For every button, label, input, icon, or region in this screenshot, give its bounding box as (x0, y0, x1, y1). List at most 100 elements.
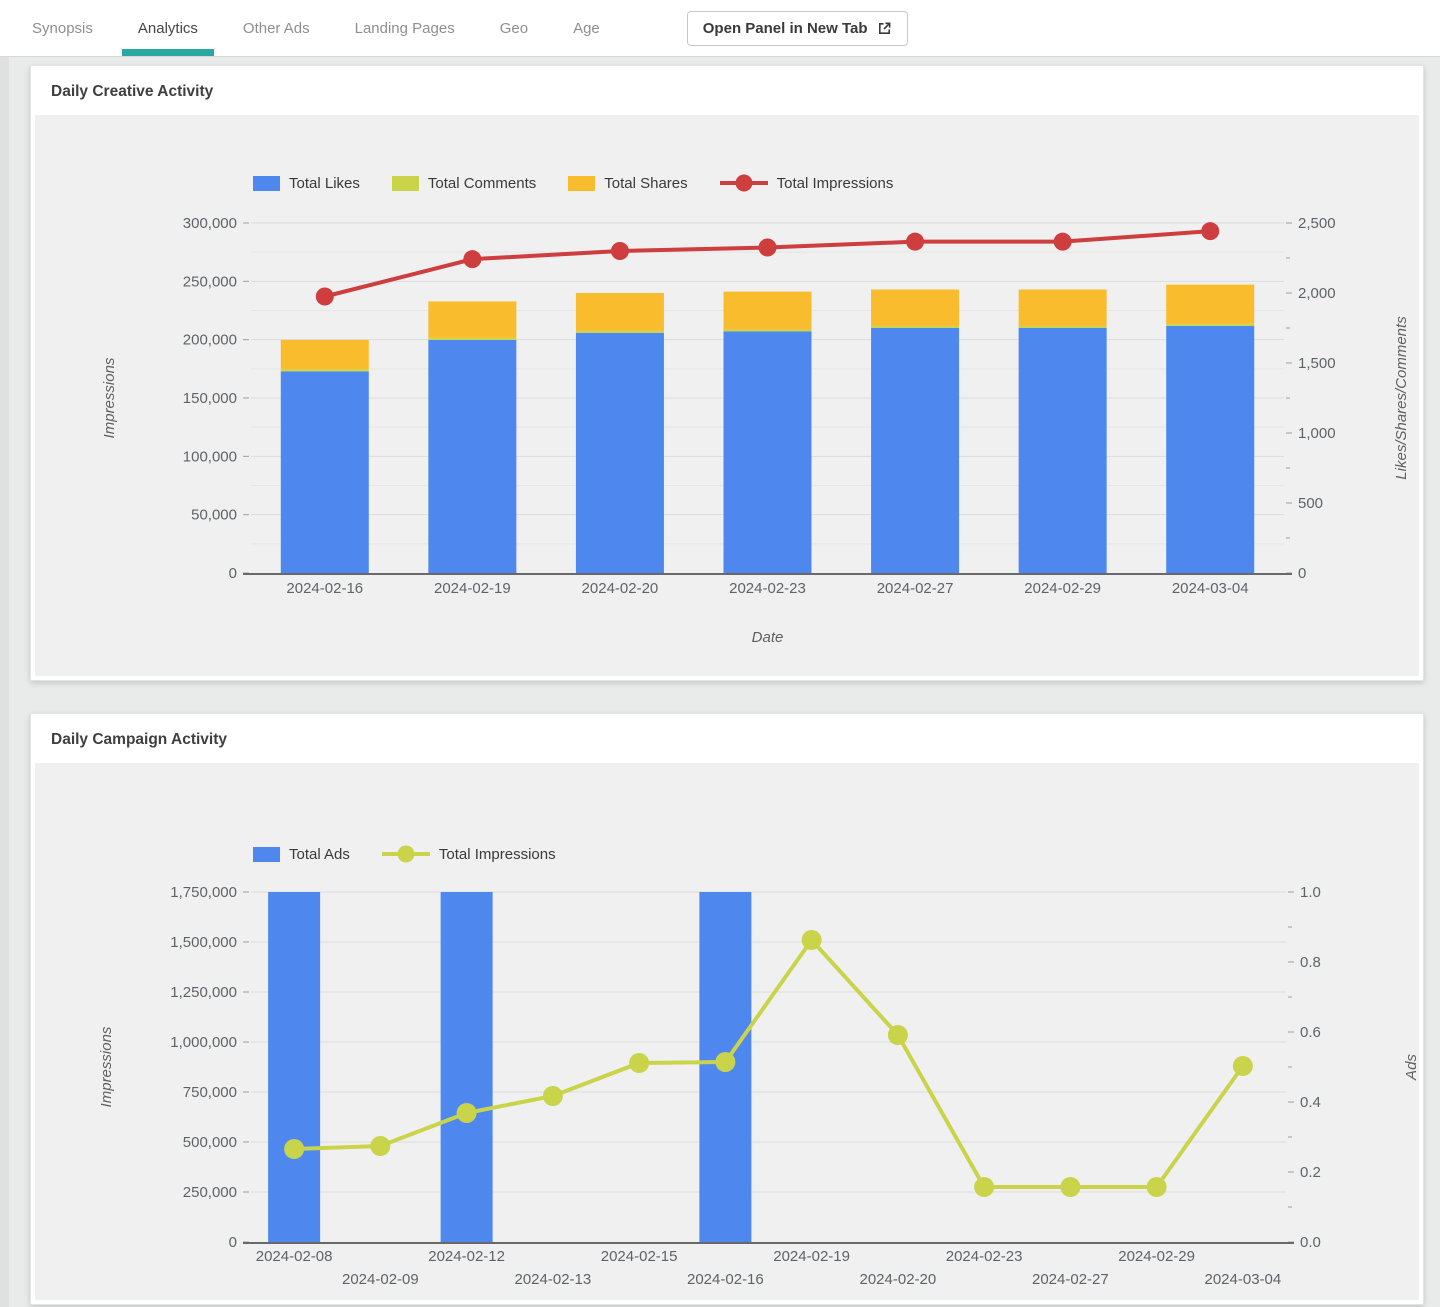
bar-segment-total-comments (723, 329, 812, 332)
page-left-gutter (0, 57, 9, 1307)
open-panel-button[interactable]: Open Panel in New Tab (686, 10, 908, 46)
y-tick-label-right: 2,000 (1298, 285, 1336, 302)
y-tick-label-left: 100,000 (183, 448, 237, 465)
y-tick-label-left: 0 (229, 1234, 237, 1251)
line-point (758, 238, 777, 257)
line-point (801, 930, 822, 950)
y-tick-label-right: 1,000 (1298, 425, 1336, 442)
tab-age[interactable]: Age (573, 19, 600, 37)
bar-segment-total-shares (723, 291, 812, 330)
line-point (1201, 222, 1220, 241)
y-tick-label-right: 0.8 (1300, 954, 1321, 971)
bar-segment-total-comments (428, 337, 517, 340)
y-tick-label-left: 1,250,000 (170, 984, 237, 1001)
x-tick-label: 2024-02-19 (773, 1248, 850, 1265)
daily-campaign-activity-card: Daily Campaign Activity Total Ads Total I… (30, 713, 1424, 1305)
legend-item-total-shares[interactable]: Total Shares (568, 175, 688, 192)
bar-segment-total-likes (1018, 328, 1107, 573)
chart-title-campaign: Daily Campaign Activity (51, 731, 228, 748)
y-tick-label-left: 0 (229, 565, 237, 582)
legend-swatch-icon (253, 175, 280, 191)
line-point (906, 232, 925, 251)
legend-item-total-comments[interactable]: Total Comments (391, 174, 537, 192)
y-tick-label-right: 0.0 (1300, 1234, 1321, 1251)
legend-swatch-icon (253, 846, 280, 862)
y-tick-label-left: 750,000 (183, 1084, 237, 1101)
bar-segment-total-likes (280, 371, 369, 573)
legend-label: Total Ads (289, 845, 350, 863)
line-point (629, 1053, 650, 1073)
legend-item-total-ads[interactable]: Total Ads (253, 846, 350, 863)
open-panel-button-label: Open Panel in New Tab (702, 19, 868, 37)
bar-segment-total-shares (575, 293, 664, 331)
legend-label: Total Comments (427, 174, 537, 192)
bar-segment-total-ads (440, 892, 493, 1242)
y-axis-title-right: Likes/Shares/Comments (1393, 316, 1410, 480)
y-tick-label-left: 50,000 (191, 507, 237, 524)
bar-segment-total-likes (575, 332, 664, 573)
y-tick-label-right: 0.4 (1300, 1094, 1321, 1111)
legend-label: Total Likes (289, 174, 360, 192)
tab-landing-pages[interactable]: Landing Pages (354, 19, 455, 37)
y-tick-label-right: 0.2 (1300, 1164, 1321, 1181)
tab-geo[interactable]: Geo (499, 19, 529, 37)
y-tick-label-left: 500,000 (183, 1134, 237, 1151)
creative-chart-legend: Total Likes Total Comments Total Shares Tot… (253, 174, 893, 192)
y-tick-label-right: 1,500 (1298, 355, 1336, 372)
bar-segment-total-shares (428, 301, 517, 338)
line-point (315, 287, 334, 306)
bar-segment-total-shares (1018, 289, 1107, 326)
legend-line-marker-icon (719, 174, 768, 192)
legend-item-total-impressions[interactable]: Total Impressions (719, 174, 894, 192)
y-tick-label-right: 0 (1298, 565, 1306, 582)
legend-label: Total Impressions (776, 174, 894, 192)
daily-creative-activity-card: Daily Creative Activity Total Likes Total… (30, 65, 1424, 681)
bar-segment-total-shares (1166, 284, 1255, 324)
top-nav: Synopsis Analytics Other Ads Landing Pag… (0, 0, 1440, 57)
line-point (463, 250, 482, 269)
line-point (1146, 1177, 1167, 1197)
x-tick-label: 2024-02-20 (860, 1271, 937, 1288)
line-point (1053, 232, 1072, 251)
line-point (715, 1052, 736, 1072)
x-tick-label: 2024-02-12 (428, 1248, 505, 1265)
y-tick-label-left: 150,000 (183, 390, 237, 407)
legend-item-total-likes[interactable]: Total Likes (253, 175, 360, 192)
line-point (610, 242, 629, 260)
line-point (456, 1103, 477, 1123)
line-point (1232, 1056, 1253, 1076)
tab-analytics[interactable]: Analytics (121, 19, 214, 56)
creative-activity-chart: Total Likes Total Comments Total Shares Tot… (35, 115, 1419, 676)
y-tick-label-right: 1.0 (1300, 884, 1321, 901)
tab-synopsis[interactable]: Synopsis (32, 19, 93, 37)
y-tick-label-left: 250,000 (183, 1184, 237, 1201)
x-tick-label: 2024-02-15 (601, 1248, 678, 1265)
x-tick-label: 2024-03-04 (1172, 580, 1249, 597)
bar-segment-total-shares (871, 289, 960, 326)
bar-segment-total-comments (575, 330, 664, 333)
x-tick-label: 2024-02-09 (342, 1271, 419, 1288)
bar-segment-total-likes (428, 339, 517, 573)
legend-item-total-impressions[interactable]: Total Impressions (381, 845, 556, 863)
x-tick-label: 2024-02-08 (256, 1248, 333, 1265)
bar-segment-total-comments (1166, 323, 1255, 326)
legend-swatch-icon (391, 175, 419, 191)
y-axis-title-left: Impressions (101, 357, 118, 438)
x-tick-label: 2024-02-20 (582, 580, 659, 597)
bar-segment-total-shares (280, 339, 369, 370)
legend-line-marker-icon (381, 845, 430, 863)
chart-canvas-1: 0 250,000 500,000 750,000 1,000,000 1,250,000… (98, 884, 1420, 1288)
y-tick-label-left: 300,000 (183, 215, 237, 232)
external-link-icon (877, 21, 892, 36)
x-tick-label: 2024-02-19 (434, 580, 511, 597)
tab-other-ads[interactable]: Other Ads (242, 19, 310, 37)
x-axis-title: Date (752, 629, 784, 646)
x-tick-label: 2024-02-23 (946, 1248, 1023, 1265)
bar-segment-total-likes (1166, 325, 1255, 573)
bar-segment-total-likes (723, 331, 812, 573)
bar-segment-total-comments (280, 369, 369, 372)
line-total-impressions (292, 938, 1245, 1189)
x-tick-label: 2024-02-29 (1024, 580, 1101, 597)
line-point (887, 1025, 908, 1045)
x-tick-label: 2024-02-29 (1118, 1248, 1195, 1265)
